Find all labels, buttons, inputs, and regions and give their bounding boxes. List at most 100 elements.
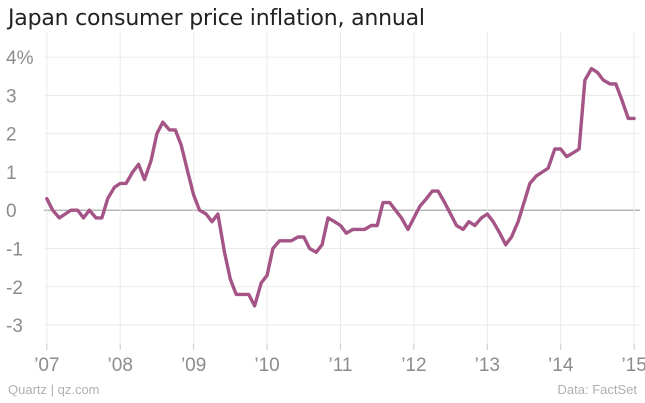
data-point [296,235,300,239]
data-point [173,128,177,132]
data-point [424,197,428,201]
source-credit: Quartz | qz.com [8,382,100,397]
data-point [443,201,447,205]
data-point [626,116,630,120]
data-point [369,224,373,228]
data-point [454,224,458,228]
data-point [118,181,122,185]
data-point [320,243,324,247]
x-tick-label: ’12 [401,355,426,376]
y-tick-label: 4% [6,48,34,69]
data-point [308,246,312,250]
data-point [167,128,171,132]
data-point [186,170,190,174]
data-point [553,147,557,151]
y-tick-label: -2 [6,278,23,299]
data-point [259,281,263,285]
data-point [449,212,453,216]
data-point [510,235,514,239]
data-point [222,250,226,254]
data-point [198,208,202,212]
gridlines [44,32,640,350]
axis-labels: 4% 3 2 1 0 -1 -2 -3 ’07 ’08 ’09 ’10 ’11 ’12 ’13 ’14 ’15 [6,48,645,376]
data-point [63,212,67,216]
x-tick-label: ’14 [548,355,574,376]
data-point [161,120,165,124]
data-point [351,227,355,231]
data-point [338,224,342,228]
data-point [614,82,618,86]
data-point [620,97,624,101]
data-point [394,208,398,212]
data-point [283,239,287,243]
data-point [559,147,563,151]
data-point [76,208,80,212]
data-point [278,239,282,243]
data-point [210,220,214,224]
data-point [333,220,337,224]
data-point [131,170,135,174]
data-point [289,239,293,243]
x-tick-label: ’08 [108,355,133,376]
data-point [546,166,550,170]
data-point [522,201,526,205]
data-point [418,204,422,208]
data-point [314,250,318,254]
y-tick-label: 0 [6,201,17,222]
data-point [253,304,257,308]
x-tick-label: ’11 [328,355,352,376]
data-point [192,193,196,197]
data-point [473,224,477,228]
data-point [179,143,183,147]
data-point [344,231,348,235]
data-point [565,155,569,159]
data-point [467,220,471,224]
x-tick-label: ’10 [254,355,279,376]
data-point [577,147,581,151]
data-point [57,216,61,220]
data-point [216,212,220,216]
y-tick-label: -3 [6,316,23,337]
data-point [69,208,73,212]
data-point [406,227,410,231]
data-point [436,189,440,193]
data-point [142,178,146,182]
data-point [94,216,98,220]
data-point [149,158,153,162]
data-point [498,231,502,235]
y-tick-label: 3 [6,86,17,107]
data-point [302,235,306,239]
y-tick-label: 2 [6,125,17,146]
data-point [601,78,605,82]
data-point [82,216,86,220]
data-point [45,197,49,201]
x-tick-label: ’15 [621,355,645,376]
data-point [357,227,361,231]
chart-title: Japan consumer price inflation, annual [8,6,425,31]
data-point [271,246,275,250]
data-point [583,78,587,82]
data-point [430,189,434,193]
data-point [51,208,55,212]
data-point [590,67,594,71]
data-point [516,220,520,224]
data-point [87,208,91,212]
data-point [571,151,575,155]
data-point [608,82,612,86]
data-point [112,185,116,189]
data-point [155,132,159,136]
x-tick-label: ’07 [34,355,59,376]
series-line [45,66,636,308]
data-source: Data: FactSet [557,382,637,397]
data-point [234,292,238,296]
x-tick-label: ’09 [181,355,206,376]
data-point [388,201,392,205]
data-point [479,216,483,220]
data-point [485,212,489,216]
series-layer [45,66,636,308]
data-point [124,181,128,185]
data-point [247,292,251,296]
data-point [204,212,208,216]
data-point [375,224,379,228]
